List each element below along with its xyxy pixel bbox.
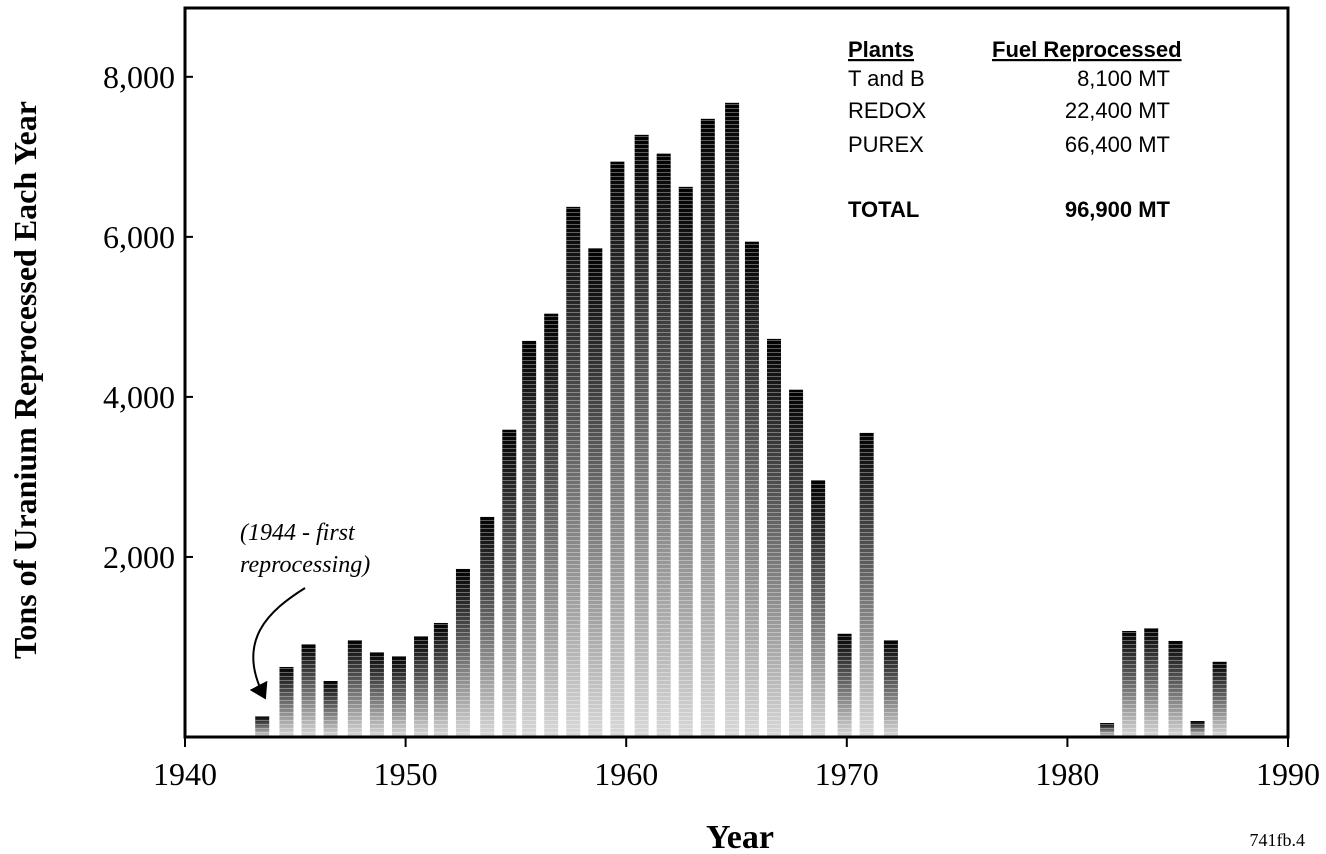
bar-group (837, 633, 852, 737)
bar-group (744, 241, 759, 737)
table-cell: 8,100 MT (1077, 66, 1170, 91)
bar-group (522, 340, 537, 737)
y-tick-label: 8,000 (103, 59, 175, 95)
table-header: Fuel Reprocessed (992, 37, 1182, 62)
bar-stripes (522, 340, 537, 737)
bar-group (588, 248, 603, 737)
bar-group (883, 640, 898, 737)
bar-group (301, 644, 316, 737)
y-axis-label: Tons of Uranium Reprocessed Each Year (7, 101, 43, 659)
bar-group (566, 206, 581, 737)
plot-frame (183, 6, 1290, 739)
table-header: Plants (848, 37, 914, 62)
table-total: TOTAL (848, 197, 919, 222)
bar-stripes (502, 429, 517, 737)
x-tick-label: 1950 (374, 756, 438, 792)
x-axis-label: Year (706, 819, 774, 854)
x-tick-label: 1970 (815, 756, 879, 792)
table-cell: 66,400 MT (1065, 132, 1170, 157)
bar-stripes (588, 248, 603, 737)
x-tick-label: 1940 (153, 756, 217, 792)
bar-stripes (883, 640, 898, 737)
bar-stripes (767, 338, 782, 737)
bar-group (480, 516, 495, 737)
bar-stripes (859, 432, 874, 737)
bar-group (544, 313, 559, 737)
bar-stripes (678, 186, 693, 737)
bar-group (1212, 661, 1227, 737)
bar-stripes (480, 516, 495, 737)
x-tick-label: 1990 (1256, 756, 1320, 792)
bar-group (347, 640, 362, 737)
bar-group (391, 656, 406, 737)
bar-group (323, 680, 338, 737)
bar-stripes (1212, 661, 1227, 737)
bar-group (279, 666, 294, 737)
bar-stripes (1144, 628, 1159, 737)
bar-group (1122, 630, 1137, 737)
bar-group (634, 134, 649, 738)
bar-group (811, 480, 826, 737)
bar-group (700, 118, 715, 738)
bar-stripes (811, 480, 826, 737)
bar-group (455, 568, 470, 737)
bar-stripes (634, 134, 649, 738)
bar-stripes (1100, 722, 1115, 737)
bar-group (656, 153, 671, 737)
table-total: 96,900 MT (1065, 197, 1171, 222)
annotation-arrow (249, 587, 306, 700)
bar-stripes (255, 716, 270, 737)
x-tick-label: 1960 (594, 756, 658, 792)
bar-stripes (1122, 630, 1137, 737)
bar-stripes (566, 206, 581, 737)
bar-stripes (301, 644, 316, 737)
bar-group (502, 429, 517, 737)
bar-group (859, 432, 874, 737)
bar-stripes (369, 652, 384, 737)
bar-group (725, 102, 740, 738)
bar-stripes (323, 680, 338, 737)
bar-stripes (414, 636, 429, 737)
y-tick-label: 2,000 (103, 539, 175, 575)
bar-group (789, 389, 804, 737)
bar-group (1144, 628, 1159, 737)
y-tick-label: 4,000 (103, 379, 175, 415)
bar-stripes (433, 622, 448, 737)
bar-stripes (391, 656, 406, 737)
bar-stripes (725, 102, 740, 738)
table-cell: PUREX (848, 132, 924, 157)
annotation: (1944 - first (240, 520, 356, 546)
figure-id: 741fb.4 (1250, 830, 1306, 850)
y-tick-label: 6,000 (103, 219, 175, 255)
bar-group (369, 652, 384, 737)
bar-group (1100, 722, 1115, 737)
bar-stripes (789, 389, 804, 737)
bar-group (255, 716, 270, 737)
bar-stripes (1168, 640, 1183, 737)
bar-stripes (700, 118, 715, 738)
bar-stripes (347, 640, 362, 737)
bar-group (433, 622, 448, 737)
bar-stripes (279, 666, 294, 737)
bar-stripes (610, 161, 625, 737)
bar-stripes (656, 153, 671, 737)
bar-group (1168, 640, 1183, 737)
bar-stripes (455, 568, 470, 737)
annotation: reprocessing) (240, 552, 370, 578)
bar-group (414, 636, 429, 737)
bar-stripes (744, 241, 759, 737)
bar-stripes (1190, 720, 1205, 737)
bar-group (678, 186, 693, 737)
table-cell: REDOX (848, 98, 927, 123)
bar-stripes (837, 633, 852, 737)
bar-group (1190, 720, 1205, 737)
bar-stripes (544, 313, 559, 737)
table-cell: 22,400 MT (1065, 98, 1170, 123)
table-cell: T and B (848, 66, 925, 91)
bar-group (767, 338, 782, 737)
x-tick-label: 1980 (1035, 756, 1099, 792)
bar-group (610, 161, 625, 737)
